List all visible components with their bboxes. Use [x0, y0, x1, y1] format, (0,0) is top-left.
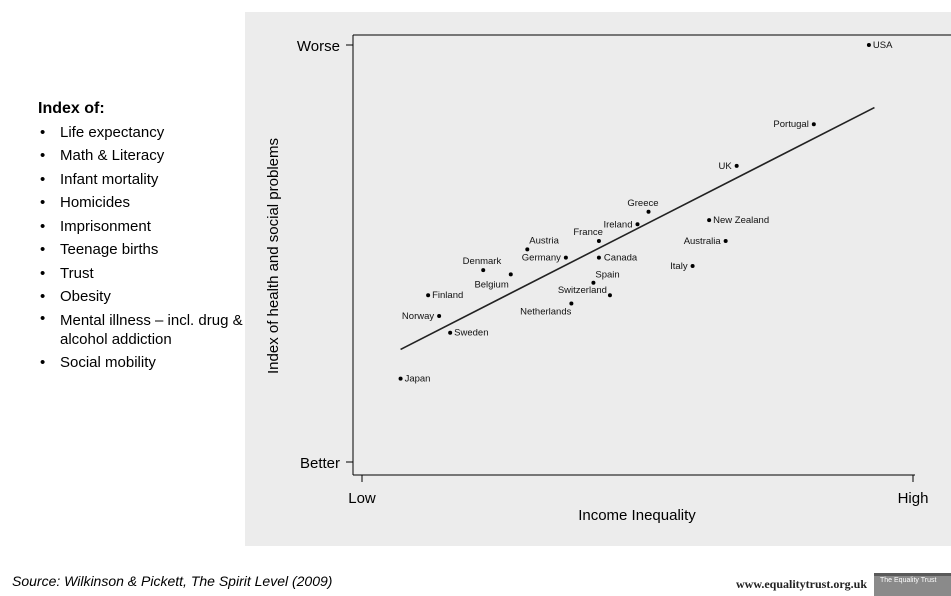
point-label-germany: Germany: [522, 253, 561, 264]
point-germany: [563, 255, 568, 260]
x-axis-title: Income Inequality: [578, 507, 696, 524]
point-japan: [398, 376, 403, 381]
index-list-title: Index of:: [38, 100, 105, 117]
point-label-denmark: Denmark: [463, 256, 502, 267]
point-france: [596, 238, 601, 243]
index-item-social-mobility: Social mobility: [38, 351, 243, 375]
point-label-sweden: Sweden: [454, 328, 488, 339]
point-denmark: [481, 268, 486, 273]
point-label-canada: Canada: [604, 253, 638, 264]
point-label-austria: Austria: [529, 235, 559, 246]
point-finland: [426, 293, 431, 298]
website-url[interactable]: www.equalitytrust.org.uk: [736, 577, 868, 591]
point-label-greece: Greece: [627, 198, 658, 209]
source-citation: Source: Wilkinson & Pickett, The Spirit …: [12, 573, 333, 589]
point-label-italy: Italy: [670, 261, 688, 272]
point-label-portugal: Portugal: [773, 119, 808, 130]
equality-trust-logo: The Equality Trust: [874, 573, 951, 596]
point-sweden: [448, 330, 453, 335]
point-label-australia: Australia: [684, 236, 722, 247]
index-items: Life expectancy Math & Literacy Infant m…: [38, 121, 243, 375]
point-switzerland: [607, 293, 612, 298]
y-axis-title: Index of health and social problems: [265, 138, 282, 374]
logo-text: The Equality Trust: [880, 577, 937, 584]
point-norway: [437, 314, 442, 319]
x-tick-label-low: Low: [348, 490, 376, 507]
index-item-imprisonment: Imprisonment: [38, 215, 243, 239]
point-label-spain: Spain: [595, 270, 619, 281]
point-label-japan: Japan: [405, 374, 431, 385]
plot-background-panel: [245, 12, 951, 546]
x-tick-label-high: High: [898, 490, 929, 507]
index-item-teenage-births: Teenage births: [38, 238, 243, 262]
point-ireland: [635, 222, 640, 227]
point-netherlands: [569, 301, 574, 306]
point-label-france: France: [573, 227, 603, 238]
point-new-zealand: [707, 218, 712, 223]
point-label-new-zealand: New Zealand: [713, 215, 769, 226]
index-item-homicides: Homicides: [38, 191, 243, 215]
index-components-list: Index of: Life expectancy Math & Literac…: [38, 97, 243, 374]
index-item-life-expectancy: Life expectancy: [38, 121, 243, 145]
data-points: USA Portugal UK Greece New Zealand IrelandFra…: [398, 40, 893, 385]
point-spain: [591, 280, 596, 285]
point-greece: [646, 209, 651, 214]
logo-bar: [874, 573, 951, 576]
point-label-switzerland: Switzerland: [558, 285, 607, 296]
y-tick-label-better: Better: [300, 455, 340, 472]
point-label-usa: USA: [873, 40, 893, 51]
point-australia: [723, 238, 728, 243]
index-item-obesity: Obesity: [38, 285, 243, 309]
index-item-trust: Trust: [38, 262, 243, 286]
point-portugal: [811, 122, 816, 127]
point-label-norway: Norway: [402, 311, 434, 322]
point-austria: [525, 247, 530, 252]
point-italy: [690, 264, 695, 269]
point-usa: [866, 43, 871, 47]
point-canada: [596, 255, 601, 260]
point-belgium: [508, 272, 513, 277]
index-item-math-literacy: Math & Literacy: [38, 144, 243, 168]
point-label-finland: Finland: [432, 290, 463, 301]
index-item-infant-mortality: Infant mortality: [38, 168, 243, 192]
point-label-ireland: Ireland: [603, 219, 632, 230]
point-label-uk: UK: [718, 161, 732, 172]
point-uk: [734, 163, 739, 168]
index-item-mental-illness: Mental illness – incl. drug & alcohol ad…: [38, 309, 243, 351]
y-tick-label-worse: Worse: [297, 38, 340, 55]
point-label-belgium: Belgium: [474, 279, 508, 290]
trend-line: [400, 106, 875, 351]
point-label-netherlands: Netherlands: [520, 307, 571, 318]
